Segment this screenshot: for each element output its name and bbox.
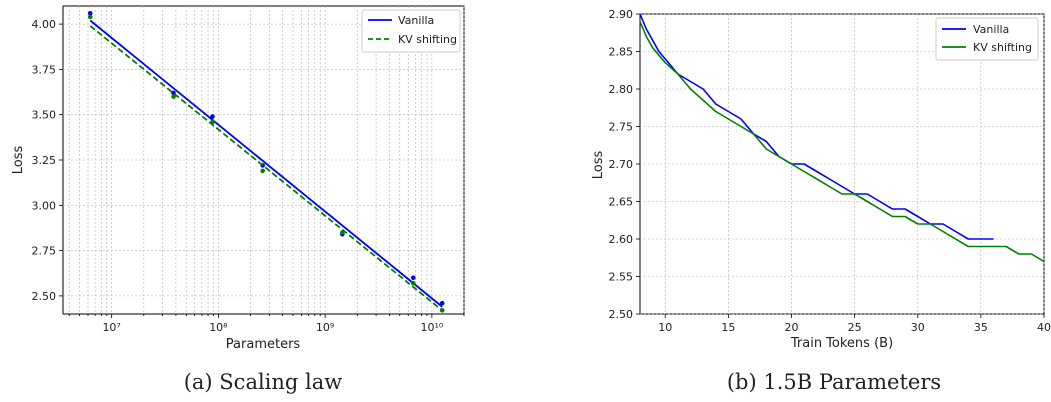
y-tick-label: 2.85 <box>609 46 634 59</box>
x-axis-label-a: Parameters <box>226 337 301 352</box>
data-point <box>411 275 416 281</box>
grid-b <box>640 13 1045 315</box>
x-tick-label: 20 <box>785 321 799 334</box>
data-point <box>210 119 215 125</box>
y-tick-label: 2.60 <box>609 233 634 246</box>
y-tick-label: 2.75 <box>32 245 57 258</box>
y-tick-label: 3.50 <box>32 109 57 122</box>
y-tick-label: 3.25 <box>32 154 57 167</box>
x-tick-label: 15 <box>721 321 735 334</box>
data-point <box>171 94 176 99</box>
x-tick-label: 30 <box>911 321 925 334</box>
series-b <box>639 13 1045 263</box>
data-point <box>87 10 93 16</box>
caption-b: (b) 1.5B Parameters <box>727 370 941 394</box>
y-tick-label: 2.75 <box>609 121 634 134</box>
data-point <box>439 300 445 306</box>
series-fit-line <box>89 25 443 312</box>
y-tick-label: 2.80 <box>609 83 634 96</box>
y-tick-label: 2.55 <box>609 271 634 284</box>
panel-scaling-law: 2.50 2.75 3.00 3.25 3.50 3.75 4.00 10⁷ 10⁸ 10⁹ 10¹… <box>11 5 465 394</box>
legend-label-kv-shifting: KV shifting <box>398 33 457 46</box>
legend-label-vanilla: Vanilla <box>973 23 1009 36</box>
x-tick-label: 35 <box>974 321 988 334</box>
series-fit-line <box>89 19 443 308</box>
x-tick-label: 25 <box>848 321 862 334</box>
ticks-a: 2.50 2.75 3.00 3.25 3.50 3.75 4.00 10⁷ 10⁸ 10⁹ 10¹… <box>32 18 465 334</box>
data-point <box>87 14 93 20</box>
y-tick-label: 3.75 <box>32 63 57 76</box>
data-point <box>439 308 445 313</box>
y-tick-label: 2.90 <box>609 8 634 21</box>
y-tick-label: 3.00 <box>32 199 57 212</box>
y-axis-label-b: Loss <box>591 151 606 180</box>
x-tick-label: 10⁸ <box>209 321 228 334</box>
y-tick-label: 2.50 <box>32 290 57 303</box>
data-point <box>260 168 265 174</box>
y-tick-label: 2.65 <box>609 196 634 209</box>
y-tick-label: 2.70 <box>609 158 634 171</box>
series-a <box>87 10 445 313</box>
data-point <box>340 230 345 235</box>
x-tick-label: 10 <box>658 321 672 334</box>
y-tick-label: 4.00 <box>32 18 57 31</box>
data-point <box>210 114 215 119</box>
x-axis-label-b: Train Tokens (B) <box>790 336 893 351</box>
series-line <box>639 21 1045 263</box>
y-tick-label: 2.50 <box>609 308 634 321</box>
panel-1-5b-parameters: 10 15 20 25 30 35 40 2.50 2.55 2.60 2.65 2.70 2.75 2.… <box>591 8 1051 394</box>
caption-a: (a) Scaling law <box>184 370 343 394</box>
y-axis-label-a: Loss <box>11 146 26 175</box>
legend-a: Vanilla KV shifting <box>361 9 461 53</box>
legend-label-kv-shifting: KV shifting <box>973 41 1032 54</box>
x-tick-label: 40 <box>1037 321 1051 334</box>
x-tick-label: 10⁹ <box>316 321 334 334</box>
data-point <box>411 280 416 286</box>
x-tick-label: 10⁷ <box>102 321 120 334</box>
ticks-b: 10 15 20 25 30 35 40 2.50 2.55 2.60 2.65 2.70 2.75 2.… <box>609 8 1051 334</box>
legend-label-vanilla: Vanilla <box>398 14 434 27</box>
legend-b: Vanilla KV shifting <box>935 17 1039 61</box>
x-tick-label: 10¹⁰ <box>420 321 443 334</box>
